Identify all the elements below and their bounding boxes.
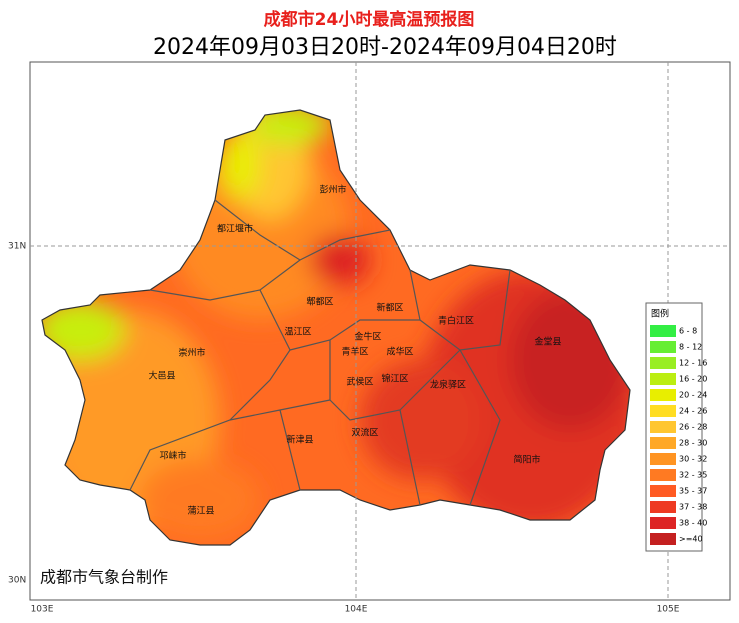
place-label: 彭州市 [319, 184, 346, 196]
legend-label: >=40 [679, 535, 703, 544]
legend-swatch [650, 501, 676, 513]
legend-swatch [650, 453, 676, 465]
legend-title: 图例 [651, 308, 669, 320]
place-label: 崇州市 [178, 347, 205, 359]
place-label: 邛崃市 [159, 450, 186, 462]
place-label: 双流区 [351, 427, 378, 439]
legend-label: 20 - 24 [679, 391, 707, 400]
place-label: 温江区 [284, 327, 311, 338]
place-label: 金堂县 [534, 336, 561, 348]
legend-label: 38 - 40 [679, 519, 707, 528]
place-label: 简阳市 [513, 454, 540, 466]
legend-swatch [650, 421, 676, 433]
legend-swatch [650, 325, 676, 337]
place-label: 新津县 [286, 434, 313, 446]
legend-label: 32 - 35 [679, 471, 707, 480]
legend-swatch [650, 485, 676, 497]
x-axis-label: 105E [657, 605, 680, 615]
place-label: 武侯区 [346, 376, 373, 388]
legend-swatch [650, 373, 676, 385]
place-label: 锦江区 [381, 373, 408, 385]
legend-swatch [650, 405, 676, 417]
subtitle: 2024年09月03日20时-2024年09月04日20时 [153, 35, 617, 60]
place-label: 青白江区 [438, 315, 474, 327]
legend-label: 12 - 16 [679, 359, 707, 368]
legend-label: 16 - 20 [679, 375, 707, 384]
legend-swatch [650, 469, 676, 481]
y-axis-label: 31N [8, 242, 26, 252]
title: 成都市24小时最高温预报图 [264, 9, 475, 30]
legend-label: 35 - 37 [679, 487, 707, 496]
legend-swatch [650, 437, 676, 449]
legend: 6 - 8 8 - 12 12 - 16 16 - 20 20 - 24 24 - 26 2… [650, 325, 707, 545]
legend-label: 30 - 32 [679, 455, 707, 464]
legend-label: 37 - 38 [679, 503, 707, 512]
place-label: 成华区 [386, 346, 413, 358]
district-borders [129, 199, 511, 506]
legend-swatch [650, 389, 676, 401]
legend-swatch [650, 517, 676, 529]
legend-label: 24 - 26 [679, 407, 707, 416]
place-label: 金牛区 [354, 331, 381, 343]
legend-label: 26 - 28 [679, 423, 707, 432]
legend-label: 6 - 8 [679, 327, 697, 336]
place-label: 蒲江县 [187, 505, 214, 517]
place-label: 龙泉驿区 [430, 379, 466, 391]
legend-label: 28 - 30 [679, 439, 707, 448]
legend-swatch [650, 533, 676, 545]
x-axis-label: 103E [31, 605, 54, 615]
legend-swatch [650, 341, 676, 353]
place-label: 青羊区 [341, 346, 368, 358]
place-label: 新都区 [376, 302, 403, 314]
place-label: 都江堰市 [217, 223, 253, 235]
legend-label: 8 - 12 [679, 343, 702, 352]
credit: 成都市气象台制作 [40, 568, 168, 587]
x-axis-label: 104E [345, 605, 368, 615]
place-label: 大邑县 [148, 370, 175, 382]
place-label: 郫都区 [306, 296, 333, 308]
y-axis-label: 30N [8, 576, 26, 586]
legend-swatch [650, 357, 676, 369]
boundary [41, 109, 631, 546]
